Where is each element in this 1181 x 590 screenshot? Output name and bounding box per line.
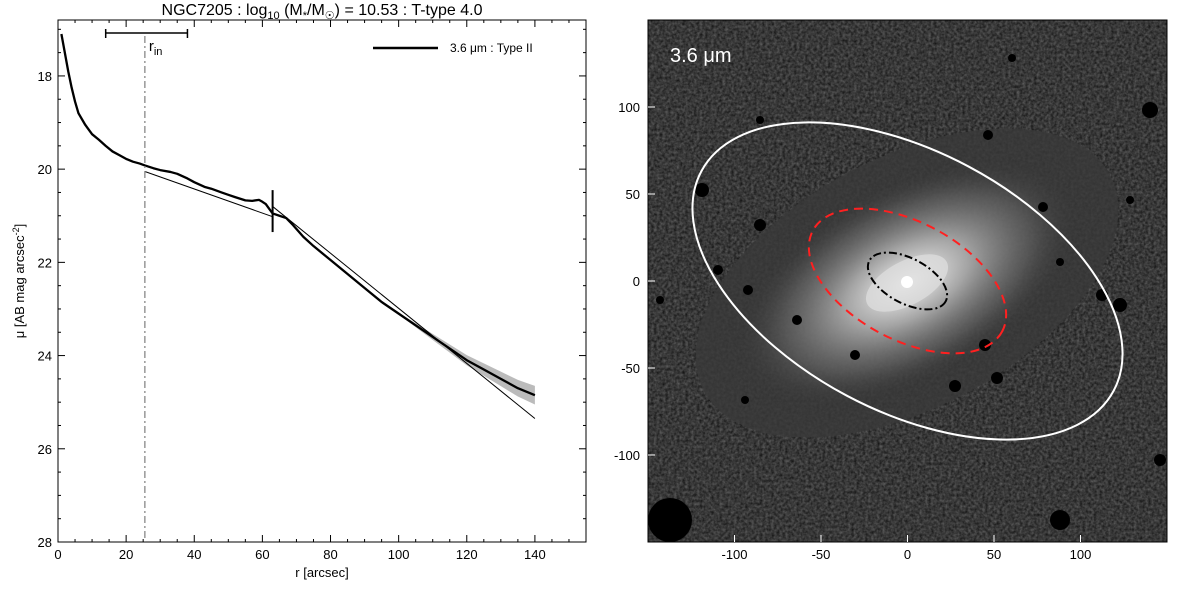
star-mask xyxy=(713,265,723,275)
star-mask xyxy=(983,130,993,140)
r-in-label: rin xyxy=(149,38,163,58)
profile-series xyxy=(60,33,536,397)
profile-plot-frame xyxy=(57,19,587,543)
x-tick-label: 60 xyxy=(255,547,269,562)
x-tick-label: 0 xyxy=(54,547,61,562)
profile-title: NGC7205 : log10 (M*/M☉) = 10.53 : T-type… xyxy=(162,2,483,22)
star-mask xyxy=(656,296,664,304)
star-mask xyxy=(756,116,764,124)
image-x-tick-label: -100 xyxy=(721,547,747,562)
r-in-marker: rin xyxy=(104,29,189,542)
star-mask xyxy=(754,219,766,231)
y-tick-label: 24 xyxy=(38,349,52,364)
star-masks xyxy=(648,54,1166,542)
image-y-tick-label: -50 xyxy=(621,361,640,376)
y-axis-label: μ [AB mag arcsec-2] xyxy=(11,224,27,339)
x-axis-label: r [arcsec] xyxy=(295,565,348,580)
star-mask xyxy=(695,183,709,197)
x-tick-label: 100 xyxy=(388,547,410,562)
star-mask xyxy=(1056,258,1064,266)
galaxy-core xyxy=(901,276,913,288)
fit-line xyxy=(272,206,536,419)
x-tick-label: 120 xyxy=(456,547,478,562)
x-tick-label: 20 xyxy=(119,547,133,562)
star-mask xyxy=(1142,102,1158,118)
star-mask xyxy=(1050,510,1070,530)
y-tick-label: 28 xyxy=(38,535,52,550)
band-label: 3.6 μm xyxy=(670,45,732,67)
ellipse-break xyxy=(807,207,1008,355)
y-axis-ticks: 18 20 22 24 26 28 xyxy=(38,28,586,550)
legend: 3.6 μm : Type II xyxy=(373,41,533,55)
image-y-tick-label: -100 xyxy=(614,448,640,463)
star-mask xyxy=(741,396,749,404)
x-tick-label: 40 xyxy=(187,547,201,562)
y-tick-label: 18 xyxy=(38,69,52,84)
image-y-tick-label: 0 xyxy=(633,274,640,289)
y-tick-label: 20 xyxy=(38,162,52,177)
legend-label: 3.6 μm : Type II xyxy=(450,41,533,55)
galaxy-image xyxy=(648,20,1167,542)
image-panel: -100 -50 0 50 100 -100 -50 0 50 100 3.6 μm xyxy=(614,19,1168,562)
star-mask xyxy=(979,339,991,351)
star-mask xyxy=(792,315,802,325)
star-mask xyxy=(991,372,1003,384)
star-mask xyxy=(1154,454,1166,466)
star-mask xyxy=(1008,54,1016,62)
star-mask xyxy=(1038,202,1048,212)
image-x-tick-label: -50 xyxy=(812,547,831,562)
star-mask xyxy=(949,380,961,392)
star-mask xyxy=(1113,298,1127,312)
x-tick-label: 80 xyxy=(323,547,337,562)
star-mask xyxy=(648,498,692,542)
image-y-ticks: -100 -50 0 50 100 xyxy=(614,100,655,463)
x-axis-ticks: 0 20 40 60 80 100 120 140 xyxy=(54,20,570,562)
star-mask xyxy=(1126,196,1134,204)
image-x-ticks: -100 -50 0 50 100 xyxy=(721,535,1091,562)
fit-line xyxy=(144,171,273,218)
star-mask xyxy=(743,285,753,295)
profile-panel: NGC7205 : log10 (M*/M☉) = 10.53 : T-type… xyxy=(11,2,587,580)
x-tick-label: 140 xyxy=(524,547,546,562)
fit-lines xyxy=(144,171,536,419)
image-y-tick-label: 100 xyxy=(618,100,640,115)
star-mask xyxy=(850,350,860,360)
image-x-tick-label: 0 xyxy=(904,547,911,562)
profile-line xyxy=(60,33,536,397)
image-y-tick-label: 50 xyxy=(626,187,640,202)
image-x-tick-label: 50 xyxy=(987,547,1001,562)
y-tick-label: 22 xyxy=(38,255,52,270)
y-tick-label: 26 xyxy=(38,442,52,457)
ellipse-outer xyxy=(691,121,1124,441)
ellipse-inner xyxy=(866,251,949,311)
isophote-ellipses xyxy=(691,121,1124,441)
image-x-tick-label: 100 xyxy=(1070,547,1092,562)
